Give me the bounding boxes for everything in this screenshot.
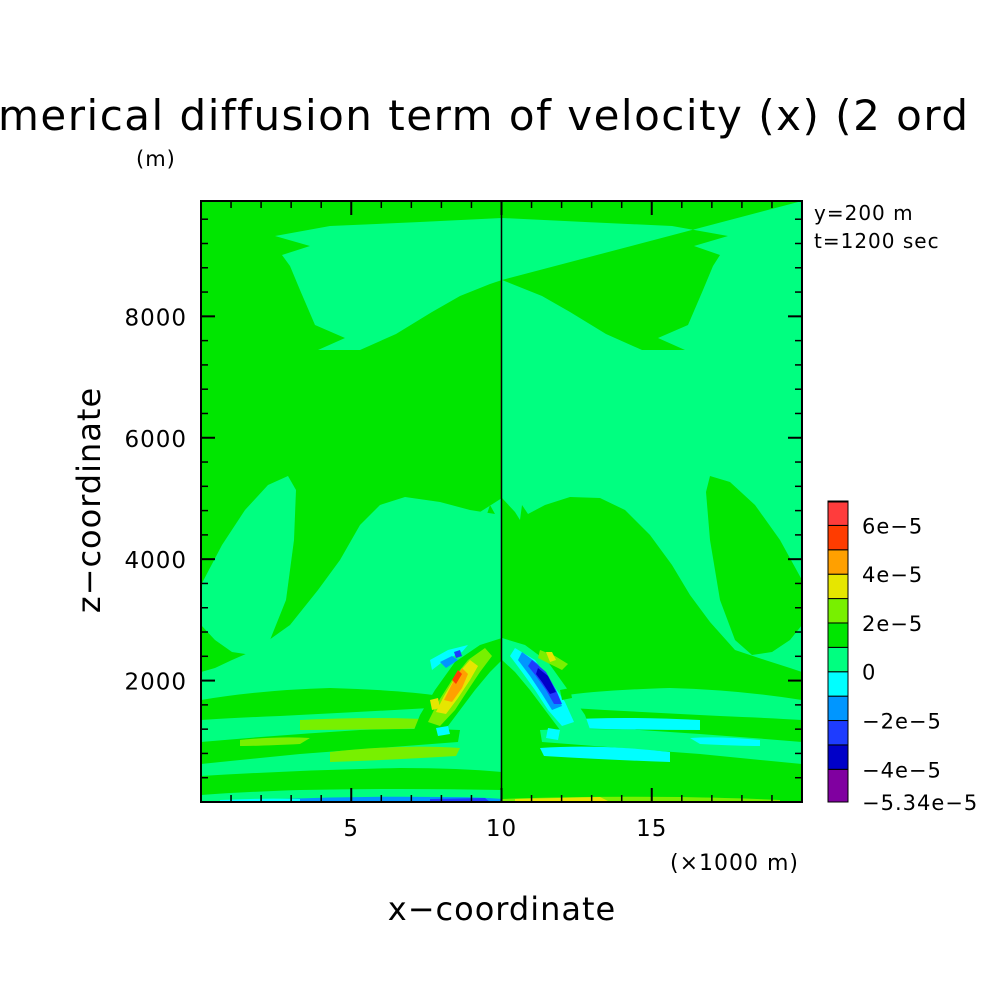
jet-left-red [452,670,462,684]
colorbar-swatch [827,720,849,746]
colorbar-label: −4e−5 [862,758,942,782]
colorbar-swatch [827,524,849,551]
stripe-right-cyan-2 [540,746,670,762]
stripe-left-light-1 [201,756,502,773]
region-side-lobe-right [706,476,802,655]
colorbar-swatch [827,646,849,673]
stripe-right-1 [560,688,802,720]
annotation-time: t=1200 sec [814,229,940,253]
colorbar-label: 0 [862,661,876,685]
region-top-left [201,201,502,350]
stripe-right-cyan-3 [690,737,760,746]
stripe-left-yellow-3 [240,737,310,746]
colorbar-swatch [827,598,849,624]
colorbar-swatch [827,549,849,575]
stripe-left-3 [201,768,502,795]
bottom-band-right-gold [515,797,610,802]
stripe-left-yellow-1 [300,718,440,730]
colorbar-swatch [827,744,849,770]
jet-right-navy [536,668,556,694]
y-tick-label: 6000 [124,427,187,453]
x-axis-label: x−coordinate [388,890,616,928]
x-unit-label: (×1000 m) [670,851,799,876]
stripe-left-2 [201,729,460,764]
stripe-right-cyan-1 [560,718,700,730]
chart-title: merical diffusion term of velocity (x) (… [0,91,970,140]
jet-left-yellow-low [430,698,440,710]
axes: 5 10 15 2000 4000 6000 8000 [124,200,803,842]
region-top-right [502,201,802,350]
jet-left-orange [444,668,468,702]
colorbar-swatch [827,695,849,722]
colorbar: −5.34e−5 −4e−5 −2e−5 0 2e−5 4e−5 6e−5 [827,500,978,815]
y-axis-label: z−coordinate [70,387,108,613]
colorbar-label: 2e−5 [862,612,923,636]
jet-left-blue-edge [440,656,458,668]
colorbar-label: 6e−5 [862,514,923,538]
stripe-left-1 [201,688,440,720]
plot-frame [200,200,803,803]
annotation-y-slice: y=200 m [814,201,914,225]
colorbar-swatch [827,671,849,697]
colorbar-swatch [827,573,849,600]
jet-left-blue-spot [454,650,462,658]
region-side-lobe-left [201,476,296,655]
x-tick-label: 10 [486,816,517,842]
y-tick-label: 4000 [124,548,187,574]
jet-right-gold-edge [546,652,556,662]
jet-left-cyan-low [436,726,450,736]
y-unit-label: (m) [136,147,176,171]
x-tick-label: 5 [343,816,359,842]
colorbar-label: 4e−5 [862,563,923,587]
colorbar-label: −5.34e−5 [862,791,978,815]
plot-area [201,201,802,802]
x-tick-label: 15 [636,816,667,842]
y-tick-label: 8000 [124,305,187,331]
y-tick-label: 2000 [124,670,187,696]
stripe-right-2 [540,729,802,764]
colorbar-swatch [827,622,849,648]
colorbar-swatch [827,768,849,803]
colorbar-swatch [827,500,849,526]
colorbar-label: −2e−5 [862,710,942,734]
colorbar-swatch [827,500,849,503]
jet-right-green-spot [560,688,572,700]
jet-right-cyan-low [546,728,560,740]
stripe-left-yellow-2 [330,746,460,762]
